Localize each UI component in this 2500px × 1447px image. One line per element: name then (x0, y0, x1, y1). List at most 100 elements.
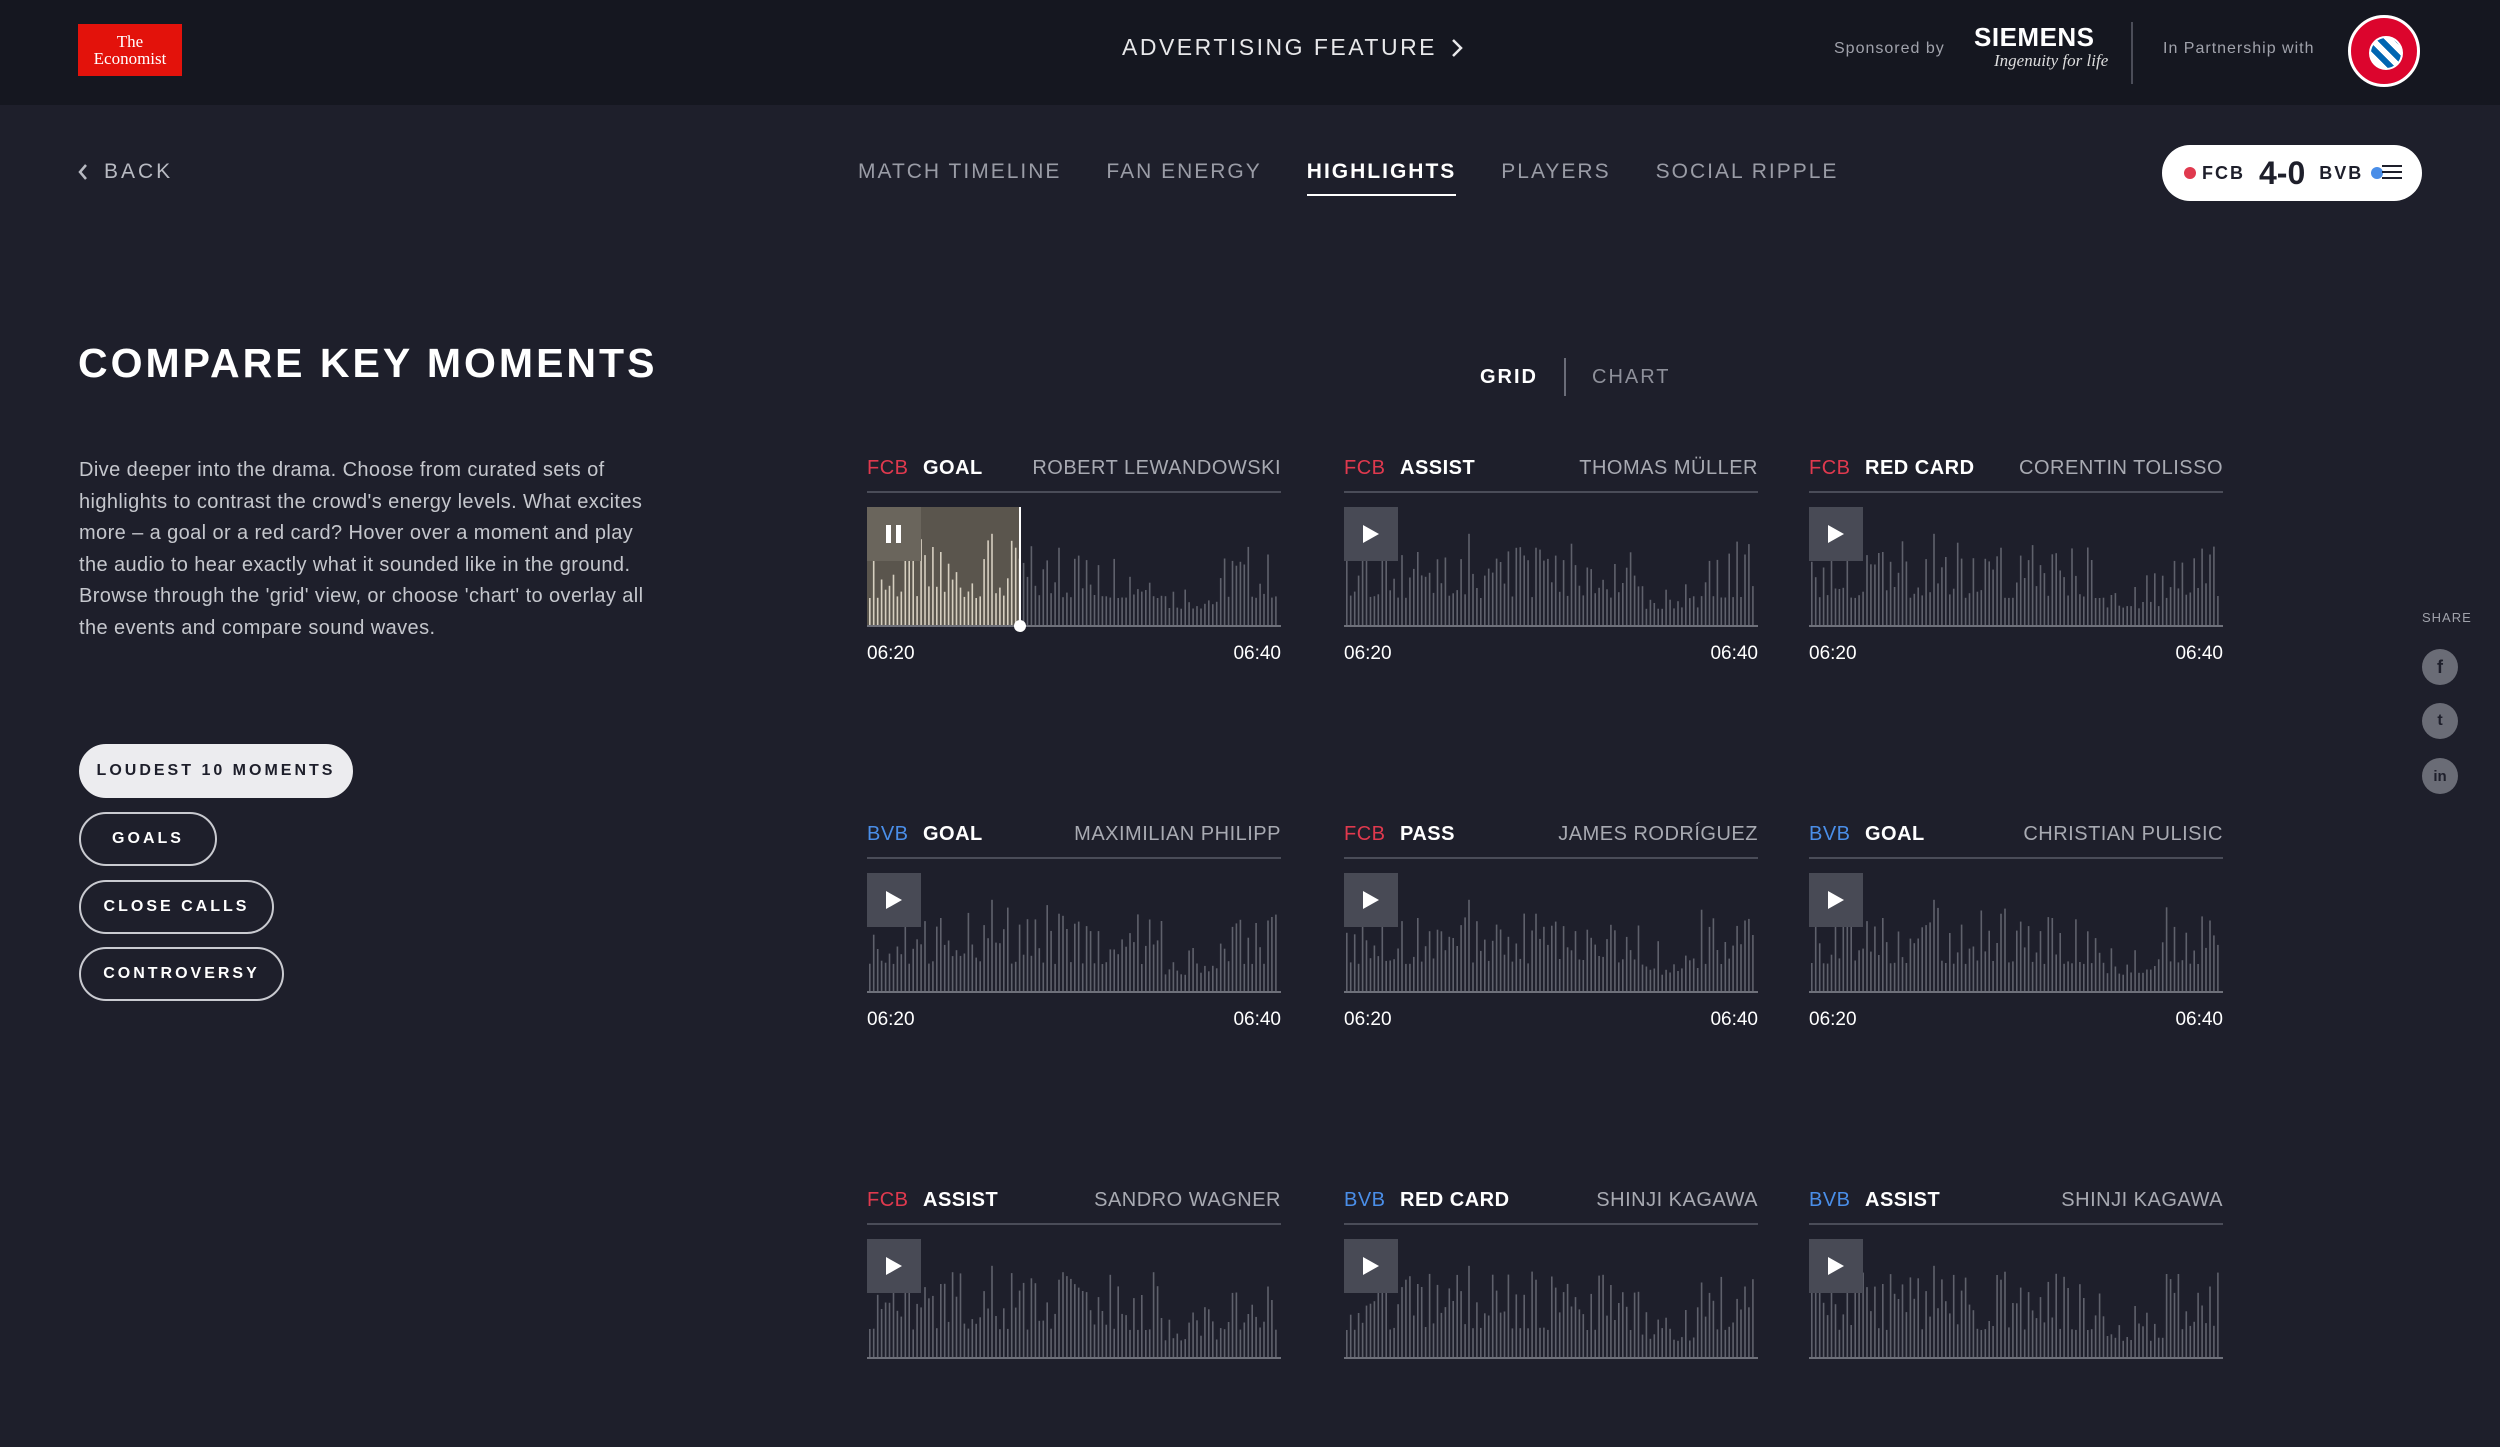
sound-wave (869, 1265, 1277, 1357)
card-team: FCB (867, 1189, 909, 1211)
card-team: BVB (1809, 823, 1851, 845)
time-axis (1809, 625, 2223, 627)
sponsor-name: SIEMENS (1974, 22, 2095, 52)
play-icon (886, 1257, 902, 1275)
economist-logo[interactable]: The Economist (78, 24, 182, 76)
filter-controversy[interactable]: CONTROVERSY (79, 947, 284, 1001)
end-time: 06:40 (1233, 643, 1281, 664)
card-header: BVB ASSIST SHINJI KAGAWA (1809, 1187, 2223, 1225)
advertising-feature-link[interactable]: ADVERTISING FEATURE (1122, 34, 1463, 61)
filter-close-calls[interactable]: CLOSE CALLS (79, 880, 274, 934)
partnership-label: In Partnership with (2163, 40, 2315, 57)
sound-wave (1811, 1265, 2219, 1357)
card-player: CORENTIN TOLISSO (2019, 457, 2223, 479)
play-button[interactable] (1809, 1239, 1863, 1293)
sponsored-by-label: Sponsored by (1834, 40, 1945, 57)
start-time: 06:20 (867, 643, 915, 664)
card-team: BVB (1344, 1189, 1386, 1211)
score-value: 4-0 (2259, 154, 2306, 191)
end-time: 06:40 (1710, 643, 1758, 664)
view-toggle: GRID CHART (1480, 358, 1671, 396)
play-button[interactable] (1344, 507, 1398, 561)
facebook-icon[interactable]: f (2422, 649, 2458, 685)
away-team-dot (2371, 167, 2384, 179)
start-time: 06:20 (1809, 1009, 1857, 1030)
card-player: MAXIMILIAN PHILIPP (1074, 823, 1281, 845)
play-icon (1363, 891, 1379, 909)
grid-view-button[interactable]: GRID (1480, 365, 1538, 388)
start-time: 06:20 (1344, 1009, 1392, 1030)
linkedin-icon[interactable]: in (2422, 758, 2458, 794)
sponsor-tagline: Ingenuity for life (1994, 51, 2109, 70)
card-player: JAMES RODRÍGUEZ (1558, 823, 1758, 845)
logo-line1: The (116, 32, 144, 51)
filter-goals[interactable]: GOALS (79, 812, 217, 866)
time-axis (1809, 991, 2223, 993)
fc-bayern-badge[interactable] (2348, 15, 2420, 87)
card-header: FCB GOAL ROBERT LEWANDOWSKI (867, 455, 1281, 493)
end-time: 06:40 (2175, 643, 2223, 664)
card-event: RED CARD (1865, 457, 1975, 479)
twitter-icon[interactable]: t (2422, 703, 2458, 739)
moment-card[interactable]: FCB PASS JAMES RODRÍGUEZ 06:20 06:40 (1344, 821, 1758, 1081)
play-icon (1828, 1257, 1844, 1275)
siemens-logo[interactable]: SIEMENS Ingenuity for life (1974, 22, 2108, 71)
play-icon (1363, 525, 1379, 543)
card-player: SANDRO WAGNER (1094, 1189, 1281, 1211)
sound-wave (869, 533, 1277, 625)
tab-players[interactable]: PLAYERS (1501, 160, 1611, 183)
moment-card[interactable]: BVB ASSIST SHINJI KAGAWA (1809, 1187, 2223, 1447)
chevron-right-icon (1452, 38, 1463, 57)
back-label: BACK (104, 160, 174, 183)
end-time: 06:40 (1233, 1009, 1281, 1030)
moment-card[interactable]: FCB GOAL ROBERT LEWANDOWSKI 06:20 06:40 (867, 455, 1281, 715)
play-button[interactable] (1809, 507, 1863, 561)
away-team: BVB (2319, 162, 2364, 183)
playhead-handle[interactable] (1014, 620, 1026, 632)
tab-fan-energy[interactable]: FAN ENERGY (1106, 160, 1262, 183)
moment-card[interactable]: BVB GOAL MAXIMILIAN PHILIPP 06:20 06:40 (867, 821, 1281, 1081)
tab-social-ripple[interactable]: SOCIAL RIPPLE (1655, 160, 1839, 183)
header-divider (2131, 22, 2133, 84)
filter-loudest-10-moments[interactable]: LOUDEST 10 MOMENTS (79, 744, 353, 798)
share-label: SHARE (2422, 610, 2472, 625)
sound-wave (1346, 899, 1754, 991)
tab-highlights[interactable]: HIGHLIGHTS (1306, 160, 1457, 196)
score-pill[interactable]: FCB 4-0 BVB (2162, 145, 2422, 201)
card-event: ASSIST (923, 1189, 999, 1211)
play-button[interactable] (867, 873, 921, 927)
moment-card[interactable]: BVB GOAL CHRISTIAN PULISIC 06:20 06:40 (1809, 821, 2223, 1081)
time-axis (1809, 1357, 2223, 1359)
moment-card[interactable]: FCB RED CARD CORENTIN TOLISSO 06:20 06:4… (1809, 455, 2223, 715)
moment-card[interactable]: FCB ASSIST SANDRO WAGNER (867, 1187, 1281, 1447)
card-header: BVB RED CARD SHINJI KAGAWA (1344, 1187, 1758, 1225)
moment-card[interactable]: BVB RED CARD SHINJI KAGAWA (1344, 1187, 1758, 1447)
logo-line2: Economist (93, 49, 167, 68)
card-event: ASSIST (1400, 457, 1476, 479)
card-header: FCB RED CARD CORENTIN TOLISSO (1809, 455, 2223, 493)
play-icon (1828, 525, 1844, 543)
chart-view-button[interactable]: CHART (1592, 365, 1671, 388)
play-button[interactable] (1344, 873, 1398, 927)
tab-match-timeline[interactable]: MATCH TIMELINE (858, 160, 1062, 183)
menu-icon[interactable] (2382, 165, 2402, 183)
card-header: FCB ASSIST THOMAS MÜLLER (1344, 455, 1758, 493)
top-bar: The Economist ADVERTISING FEATURE Sponso… (0, 0, 2500, 105)
card-player: CHRISTIAN PULISIC (2023, 823, 2223, 845)
card-team: FCB (1809, 457, 1851, 479)
play-icon (1363, 1257, 1379, 1275)
sound-wave (1811, 533, 2219, 625)
playhead-line (1019, 507, 1021, 627)
home-team-dot (2184, 167, 2196, 179)
time-axis (867, 991, 1281, 993)
play-icon (1828, 891, 1844, 909)
moment-card[interactable]: FCB ASSIST THOMAS MÜLLER 06:20 06:40 (1344, 455, 1758, 715)
play-button[interactable] (1344, 1239, 1398, 1293)
back-button[interactable]: BACK (78, 160, 173, 184)
play-button[interactable] (1809, 873, 1863, 927)
card-player: THOMAS MÜLLER (1579, 457, 1758, 479)
play-button[interactable] (867, 1239, 921, 1293)
card-player: SHINJI KAGAWA (2061, 1189, 2223, 1211)
pause-button[interactable] (867, 507, 921, 561)
card-player: ROBERT LEWANDOWSKI (1032, 457, 1281, 479)
